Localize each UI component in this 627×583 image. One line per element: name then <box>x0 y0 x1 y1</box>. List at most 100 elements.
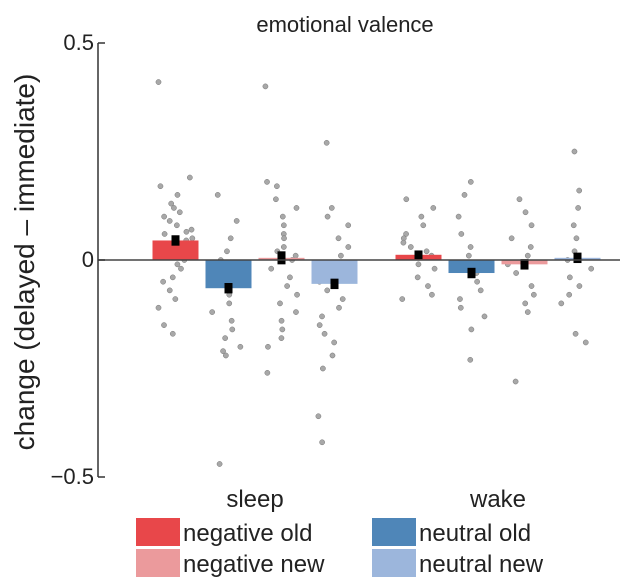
bar-sleep-negative-old <box>152 240 199 260</box>
data-point <box>458 231 465 237</box>
data-point <box>582 339 589 346</box>
error-bar <box>171 235 180 246</box>
y-tick-label: 0.5 <box>63 30 94 55</box>
data-point <box>588 265 595 272</box>
data-point <box>169 330 176 337</box>
data-point <box>228 317 235 324</box>
data-point <box>279 326 286 333</box>
data-point <box>293 205 300 211</box>
data-point <box>575 205 581 211</box>
bar-sleep-neutral-new <box>311 260 358 284</box>
legend-swatch-neutral-new <box>372 549 416 577</box>
data-point <box>457 296 463 302</box>
data-point <box>423 248 430 255</box>
data-point <box>320 365 326 372</box>
data-point <box>172 296 179 302</box>
data-point <box>186 174 193 181</box>
data-point <box>209 309 216 315</box>
x-category-label-wake: wake <box>469 486 526 513</box>
data-point <box>572 330 579 337</box>
data-point <box>277 300 283 307</box>
data-point <box>319 313 325 320</box>
data-point <box>160 278 166 285</box>
data-point <box>339 296 346 302</box>
data-point <box>166 287 173 294</box>
error-bar <box>224 283 233 294</box>
legend-label-neutral-old: neutral old <box>419 520 531 547</box>
x-category-label-sleep: sleep <box>226 486 283 513</box>
data-point <box>189 235 196 242</box>
data-point <box>467 244 474 250</box>
data-point <box>279 213 286 220</box>
points-layer <box>155 79 595 467</box>
data-point <box>576 283 583 289</box>
data-point <box>171 205 177 211</box>
data-point <box>345 244 352 250</box>
x-category-labels: sleep wake <box>226 486 526 513</box>
data-point <box>558 300 565 307</box>
data-point <box>414 274 421 281</box>
data-point <box>294 291 300 298</box>
data-point <box>174 261 181 268</box>
data-point <box>576 187 583 194</box>
data-point <box>524 252 531 259</box>
error-bar <box>573 252 582 264</box>
legend-label-negative-old: negative old <box>183 520 312 547</box>
data-point <box>237 343 244 350</box>
data-point <box>226 300 233 307</box>
data-point <box>345 222 352 229</box>
data-point <box>336 304 342 311</box>
data-point <box>335 235 342 242</box>
data-point <box>508 235 515 242</box>
data-point <box>169 274 176 281</box>
data-point <box>321 330 328 337</box>
data-point <box>400 239 407 246</box>
errors-layer <box>171 235 582 294</box>
legend-label-neutral-new: neutral new <box>419 551 544 578</box>
data-point <box>431 265 438 272</box>
data-point <box>264 179 270 185</box>
data-point <box>274 183 280 190</box>
data-point <box>223 352 229 359</box>
data-point <box>477 287 484 294</box>
data-point <box>467 179 474 185</box>
data-point <box>292 252 299 259</box>
data-point <box>316 322 323 328</box>
error-bar <box>414 250 423 260</box>
chart-title: emotional valence <box>256 12 433 37</box>
data-point <box>324 287 331 294</box>
data-point <box>403 196 410 203</box>
data-point <box>481 313 488 320</box>
data-point <box>522 300 529 307</box>
data-point <box>161 231 168 237</box>
data-point <box>457 304 464 311</box>
data-point <box>293 309 299 315</box>
legend-swatch-negative-old <box>136 518 180 546</box>
data-point <box>161 322 167 328</box>
data-point <box>214 192 221 198</box>
data-point <box>430 205 437 211</box>
data-point <box>468 326 475 333</box>
data-point <box>420 222 427 229</box>
data-point <box>516 196 523 203</box>
data-point <box>399 296 406 302</box>
data-point <box>265 343 271 350</box>
data-point <box>530 291 537 298</box>
data-point <box>571 148 578 155</box>
legend-label-negative-new: negative new <box>183 551 325 578</box>
data-point <box>474 278 480 285</box>
data-point <box>461 192 468 198</box>
data-point <box>229 326 236 333</box>
data-point <box>287 274 293 281</box>
data-point <box>284 283 290 289</box>
data-point <box>166 218 173 224</box>
data-point <box>264 369 271 376</box>
y-tick-label: −0.5 <box>51 464 94 489</box>
data-point <box>570 222 577 229</box>
data-point <box>178 265 184 272</box>
data-point <box>273 196 279 203</box>
data-point <box>157 183 164 190</box>
data-point <box>315 413 322 420</box>
